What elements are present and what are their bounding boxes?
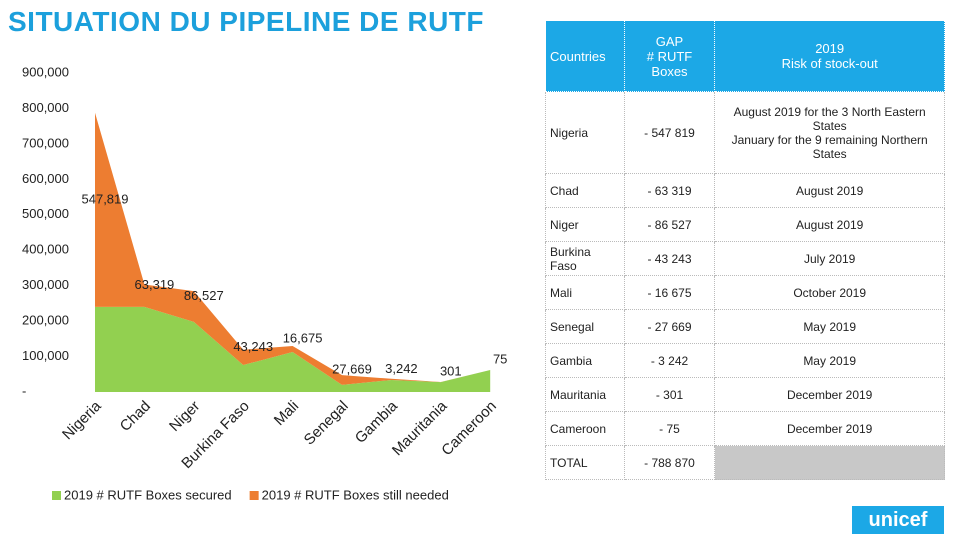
table-cell: December 2019 [714, 377, 945, 412]
table-row: Chad - 63 319 August 2019 [545, 173, 945, 208]
table-cell: - 63 319 [623, 173, 716, 208]
table-cell: - 547 819 [623, 91, 716, 174]
logo: unicef [852, 506, 944, 534]
title: SITUATION DU PIPELINE DE RUTF [8, 6, 484, 37]
x-tick-label: Mali [271, 398, 302, 429]
area [95, 306, 491, 392]
table-cell: Burkina Faso [545, 241, 625, 276]
legend-label: 2019 # RUTF Boxes secured [64, 487, 232, 502]
table-cell: Chad [545, 173, 625, 208]
table-cell: May 2019 [714, 309, 945, 344]
header-cell: 2019 Risk of stock-out [714, 20, 945, 92]
table-row: Burkina Faso - 43 243 July 2019 [545, 241, 945, 276]
x-tick-label: Nigeria [59, 397, 105, 443]
table-row: TOTAL - 788 870 [545, 445, 945, 480]
table-cell: Niger [545, 207, 625, 242]
table-cell: - 16 675 [623, 275, 716, 310]
data-label: 27,669 [332, 361, 372, 376]
table-cell: TOTAL [545, 445, 625, 480]
data-label: 63,319 [135, 277, 175, 292]
table: Countries GAP # RUTF Boxes 2019 Risk of … [545, 20, 945, 480]
table-cell: - 3 242 [623, 343, 716, 378]
data-label: 301 [440, 363, 462, 378]
table-cell: August 2019 for the 3 North Eastern Stat… [714, 91, 945, 174]
x-tick-label: Chad [117, 398, 154, 435]
data-label: 75 [493, 351, 507, 366]
x-tick-label: Senegal [301, 398, 352, 449]
area [95, 112, 491, 385]
table-cell: - 301 [623, 377, 716, 412]
header-cell: Countries [545, 20, 625, 92]
table-cell: July 2019 [714, 241, 945, 276]
header-row: Countries GAP # RUTF Boxes 2019 Risk of … [545, 20, 945, 92]
total-blank [714, 445, 945, 480]
header-cell: GAP # RUTF Boxes [623, 20, 716, 92]
legend-swatch [249, 491, 259, 500]
table-cell: Gambia [545, 343, 625, 378]
table-cell: May 2019 [714, 343, 945, 378]
table-row: Mauritania - 301 December 2019 [545, 377, 945, 412]
table-row: Senegal - 27 669 May 2019 [545, 309, 945, 344]
data-label: 86,527 [184, 288, 224, 303]
table-cell: October 2019 [714, 275, 945, 310]
table-cell: December 2019 [714, 411, 945, 446]
y-tick-label: 500,000 [22, 206, 69, 221]
table-row: Gambia - 3 242 May 2019 [545, 343, 945, 378]
x-tick-label: Niger [166, 398, 203, 435]
table-cell: August 2019 [714, 173, 945, 208]
y-tick-label: 300,000 [22, 277, 69, 292]
y-tick-label: 900,000 [22, 64, 69, 79]
y-tick-label: 100,000 [22, 348, 69, 363]
table-cell: Nigeria [545, 91, 625, 174]
x-tick-label: Gambia [352, 397, 402, 447]
data-label: 43,243 [233, 339, 273, 354]
data-label: 16,675 [283, 330, 323, 345]
table-row: Niger - 86 527 August 2019 [545, 207, 945, 242]
table-cell: - 75 [623, 411, 716, 446]
y-tick-label: 400,000 [22, 242, 69, 257]
chart: - 100,000 200,000 300,000 400,000 500,000 600,… [22, 64, 507, 502]
table-cell: Cameroon [545, 411, 625, 446]
legend-swatch [52, 491, 61, 500]
y-tick-label: 600,000 [22, 171, 69, 186]
table-row: Mali - 16 675 October 2019 [545, 275, 945, 310]
data-label: 3,242 [385, 361, 418, 376]
y-tick-label: 800,000 [22, 100, 69, 115]
table-cell: - 27 669 [623, 309, 716, 344]
y-tick-label: 700,000 [22, 135, 69, 150]
table-cell: Senegal [545, 309, 625, 344]
table-cell: Mauritania [545, 377, 625, 412]
y-tick-label: - [22, 383, 26, 398]
table-row: Cameroon - 75 December 2019 [545, 411, 945, 446]
table-cell: - 86 527 [623, 207, 716, 242]
table-cell: August 2019 [714, 207, 945, 242]
table-cell: Mali [545, 275, 625, 310]
table-row: Nigeria - 547 819 August 2019 for the 3 No… [545, 91, 945, 174]
data-label: 547,819 [82, 191, 129, 206]
table-cell: - 788 870 [623, 445, 716, 480]
y-tick-label: 200,000 [22, 313, 69, 328]
legend-label: 2019 # RUTF Boxes still needed [262, 487, 449, 502]
table-cell: - 43 243 [623, 241, 716, 276]
